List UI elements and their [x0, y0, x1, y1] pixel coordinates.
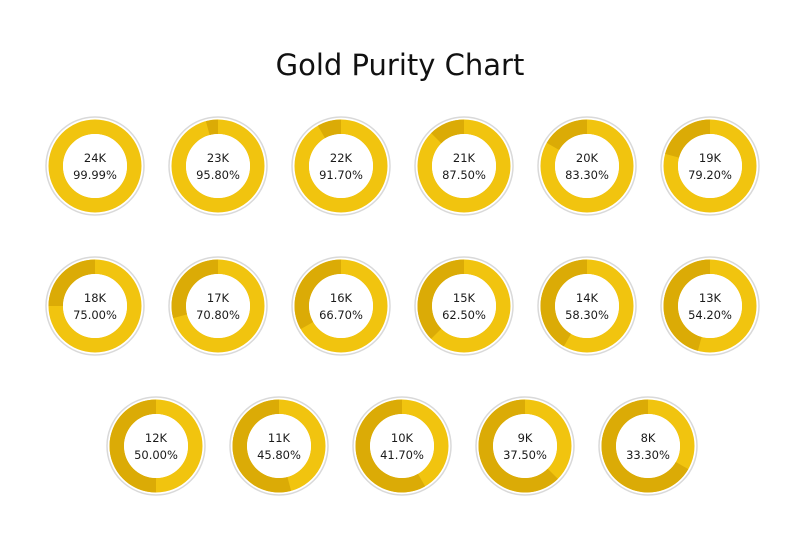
donut-slice-remainder: [663, 259, 710, 351]
donut-14k: 14K 58.30%: [537, 256, 637, 356]
donut-10k: 10K 41.70%: [352, 396, 452, 496]
donut-hole: [247, 414, 311, 478]
donut-hole: [186, 134, 250, 198]
donut-15k: 15K 62.50%: [414, 256, 514, 356]
donut-18k: 18K 75.00%: [45, 256, 145, 356]
donut-slice-remainder: [109, 399, 156, 493]
donut-9k: 9K 37.50%: [475, 396, 575, 496]
purity-percent-label: 95.80%: [196, 168, 240, 182]
donut-hole: [432, 134, 496, 198]
donut-16k: 16K 66.70%: [291, 256, 391, 356]
donut-slice-remainder: [205, 119, 218, 136]
donut-11k: 11K 45.80%: [229, 396, 329, 496]
donut-12k: 12K 50.00%: [106, 396, 206, 496]
donut-22k: 22K 91.70%: [291, 116, 391, 216]
donut-24k: 24K 99.99%: [45, 116, 145, 216]
donut-slice-remainder: [478, 399, 558, 493]
purity-percent-label: 54.20%: [688, 308, 732, 322]
purity-percent-label: 75.00%: [73, 308, 117, 322]
donut-slice-remainder: [665, 119, 710, 158]
purity-percent-label: 83.30%: [565, 168, 609, 182]
donut-hole: [186, 274, 250, 338]
karat-label: 19K: [699, 151, 722, 165]
donut-hole: [309, 134, 373, 198]
karat-label: 21K: [453, 151, 476, 165]
purity-percent-label: 91.70%: [319, 168, 363, 182]
donut-hole: [63, 274, 127, 338]
donut-slice-gold: [48, 119, 142, 213]
karat-label: 13K: [699, 291, 722, 305]
donut-8k: 8K 33.30%: [598, 396, 698, 496]
karat-label: 10K: [391, 431, 414, 445]
purity-percent-label: 66.70%: [319, 308, 363, 322]
purity-percent-label: 87.50%: [442, 168, 486, 182]
karat-label: 12K: [145, 431, 168, 445]
donut-hole: [493, 414, 557, 478]
karat-label: 15K: [453, 291, 476, 305]
donut-slice-remainder: [431, 119, 464, 144]
donut-hole: [124, 414, 188, 478]
donut-hole: [678, 134, 742, 198]
purity-percent-label: 50.00%: [134, 448, 178, 462]
purity-percent-label: 79.20%: [688, 168, 732, 182]
donut-slice-remainder: [546, 119, 587, 151]
donut-hole: [309, 274, 373, 338]
karat-label: 11K: [268, 431, 291, 445]
karat-label: 24K: [84, 151, 107, 165]
purity-percent-label: 99.99%: [73, 168, 117, 182]
karat-label: 9K: [518, 431, 533, 445]
purity-percent-label: 45.80%: [257, 448, 301, 462]
donut-slice-remainder: [417, 259, 464, 339]
donut-13k: 13K 54.20%: [660, 256, 760, 356]
chart-title: Gold Purity Chart: [275, 48, 525, 82]
donut-slice-remainder: [48, 259, 95, 306]
karat-label: 20K: [576, 151, 599, 165]
donut-23k: 23K 95.80%: [168, 116, 268, 216]
karat-label: 17K: [207, 291, 230, 305]
donut-slice-remainder: [317, 119, 341, 139]
purity-percent-label: 33.30%: [626, 448, 670, 462]
donut-slice-remainder: [294, 259, 341, 330]
donut-slice-remainder: [232, 399, 292, 493]
karat-label: 23K: [207, 151, 230, 165]
donut-hole: [370, 414, 434, 478]
purity-percent-label: 62.50%: [442, 308, 486, 322]
donut-slice-remainder: [171, 259, 218, 319]
karat-label: 18K: [84, 291, 107, 305]
donut-hole: [555, 134, 619, 198]
purity-percent-label: 41.70%: [380, 448, 424, 462]
karat-label: 14K: [576, 291, 599, 305]
donut-19k: 19K 79.20%: [660, 116, 760, 216]
purity-percent-label: 70.80%: [196, 308, 240, 322]
donut-17k: 17K 70.80%: [168, 256, 268, 356]
karat-label: 16K: [330, 291, 353, 305]
karat-label: 8K: [641, 431, 656, 445]
donut-hole: [63, 134, 127, 198]
donut-21k: 21K 87.50%: [414, 116, 514, 216]
donut-hole: [616, 414, 680, 478]
donut-slice-remainder: [355, 399, 426, 493]
karat-label: 22K: [330, 151, 353, 165]
donut-hole: [555, 274, 619, 338]
donut-hole: [678, 274, 742, 338]
donut-slice-remainder: [540, 259, 587, 347]
purity-percent-label: 58.30%: [565, 308, 609, 322]
purity-percent-label: 37.50%: [503, 448, 547, 462]
donut-20k: 20K 83.30%: [537, 116, 637, 216]
donut-slice-remainder: [601, 399, 689, 493]
donut-hole: [432, 274, 496, 338]
